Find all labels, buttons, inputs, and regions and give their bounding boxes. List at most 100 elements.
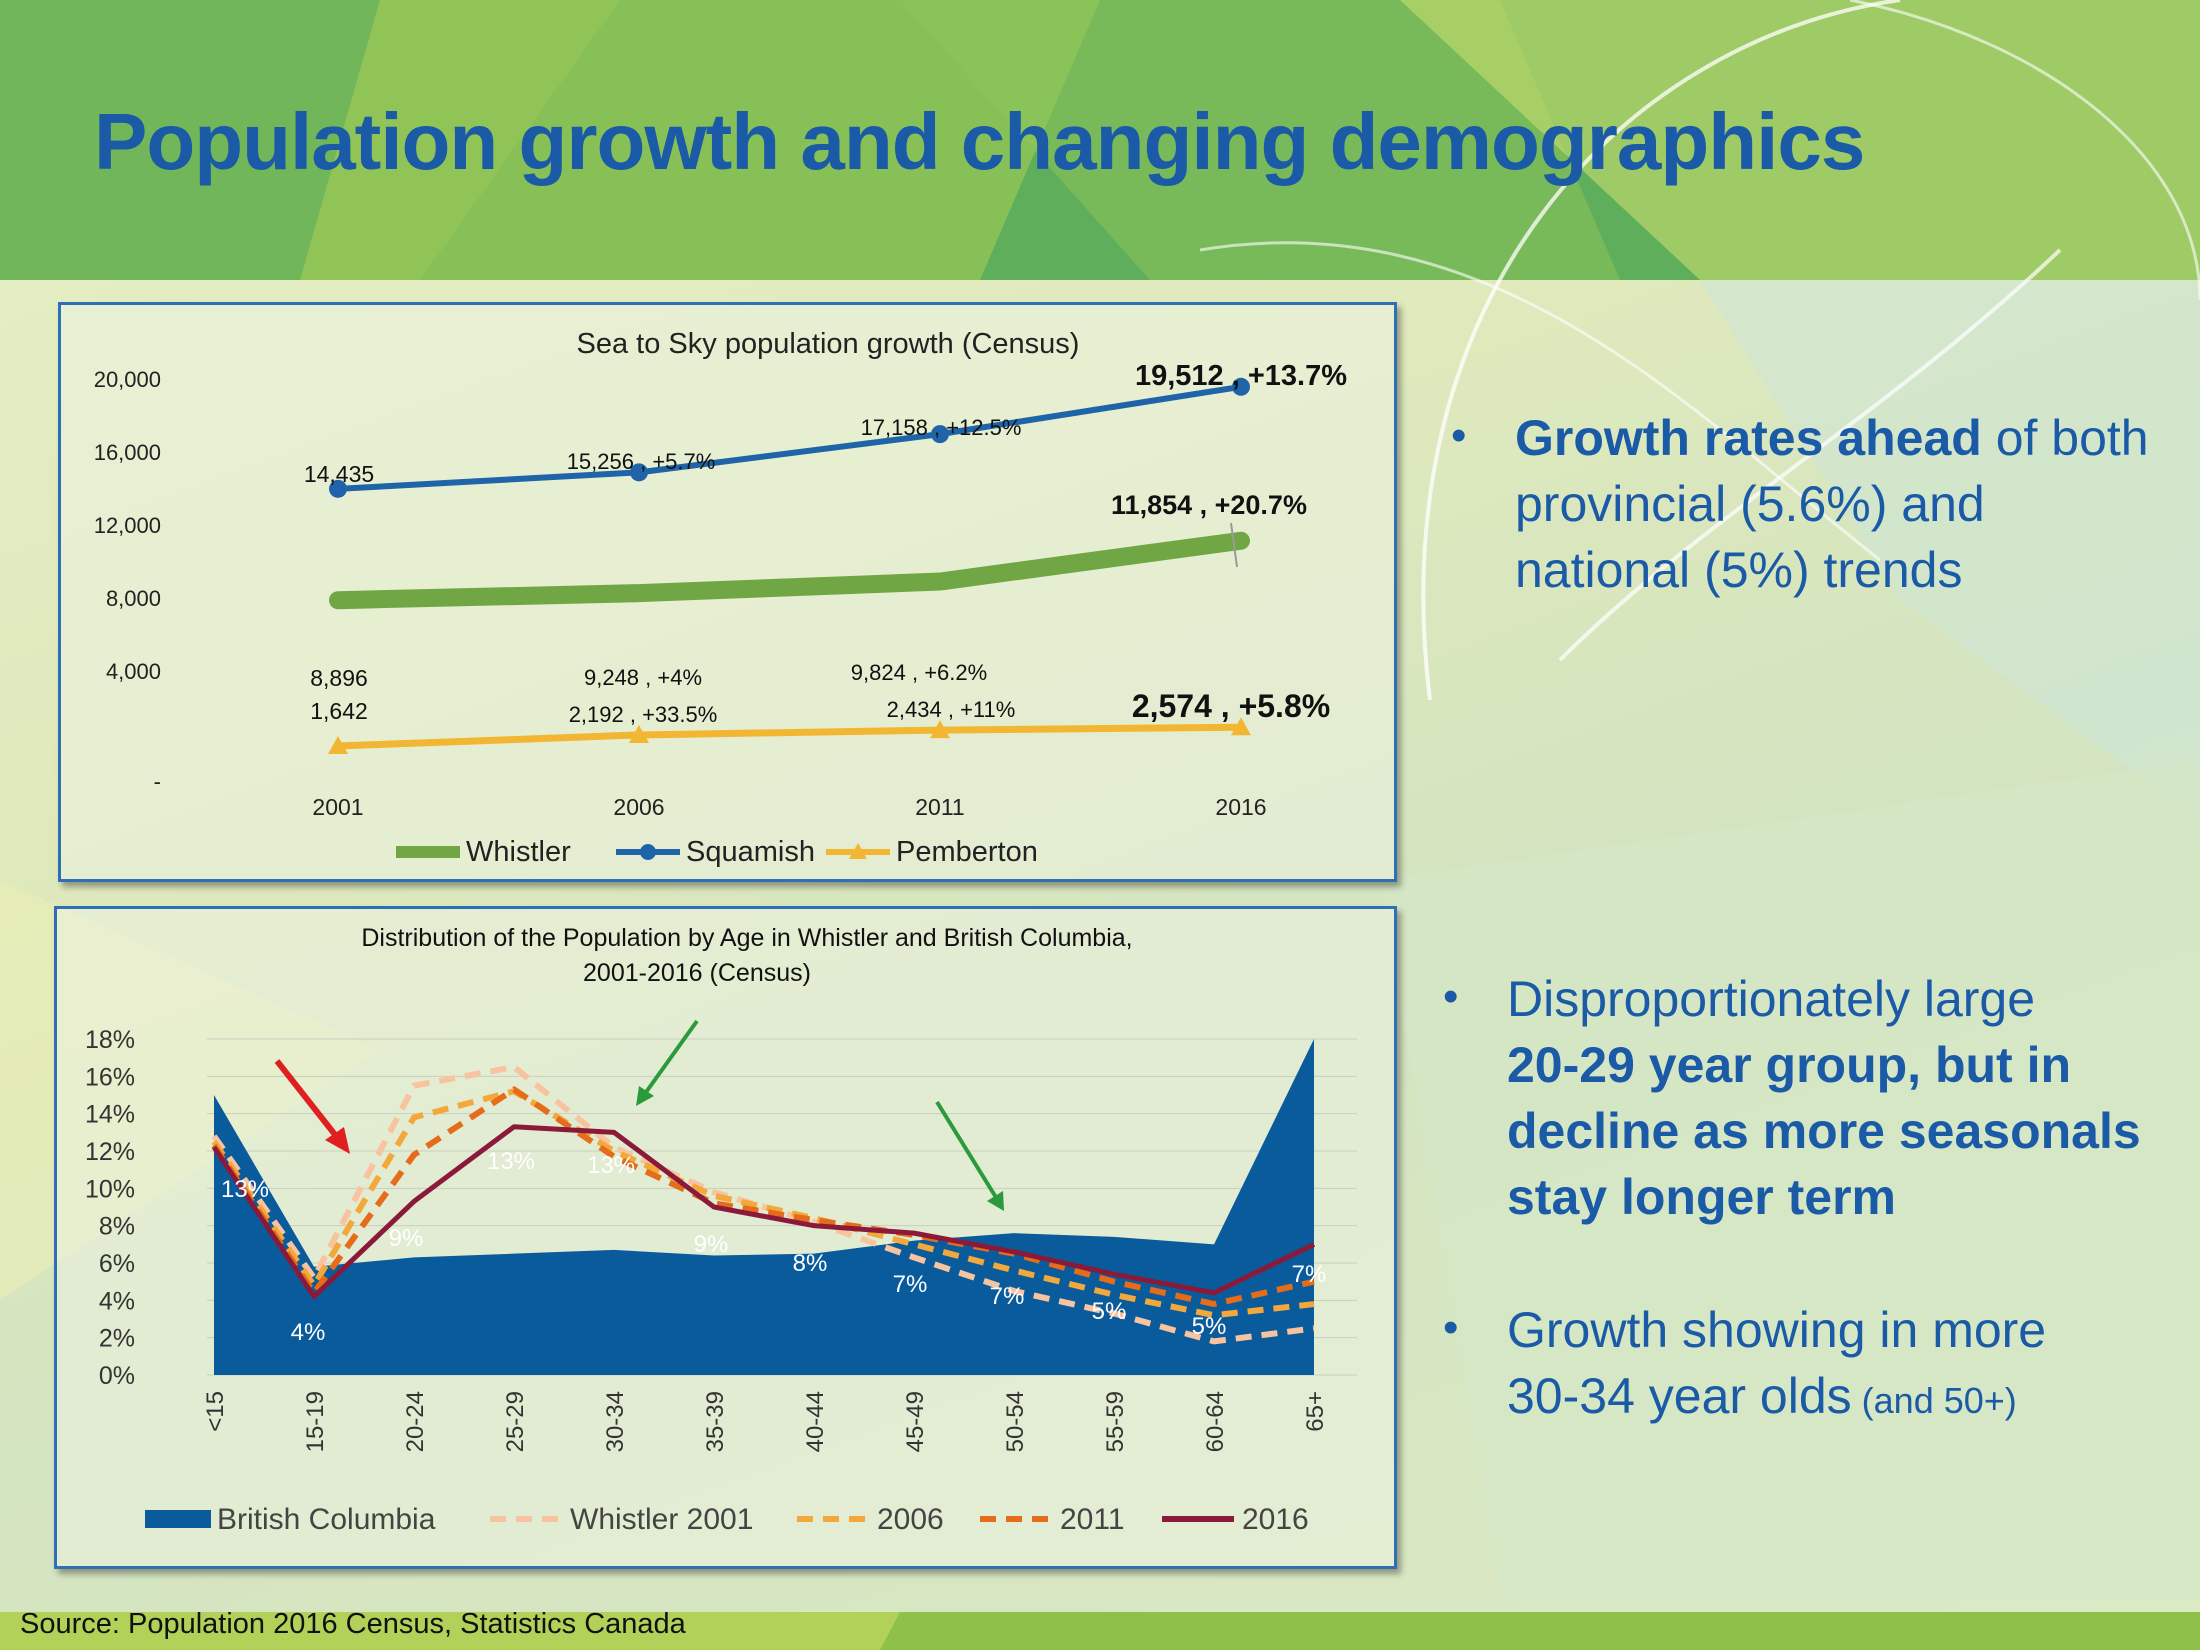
decor-arc (1199, 241, 1881, 562)
x-tick-label: 40-44 (802, 1391, 829, 1452)
data-label: 4% (291, 1319, 326, 1346)
y-tick-label: 4,000 (106, 659, 161, 684)
population-growth-chart: Sea to Sky population growth (Census) 20,… (94, 328, 1348, 868)
x-tick-label: 60-64 (1202, 1391, 1229, 1452)
y-tick-label: 12,000 (94, 513, 161, 538)
pemberton-point (930, 720, 950, 739)
data-label-squamish: 19,512 , +13.7% (1135, 360, 1347, 392)
data-label: 13% (487, 1148, 535, 1175)
data-label: 7% (990, 1283, 1025, 1310)
header-shape (900, 0, 1620, 280)
y-tick-label: 8% (99, 1213, 135, 1241)
bullet-bold-text: Growth rates ahead (1515, 410, 1982, 466)
green-arrow-head-icon (987, 1191, 1004, 1211)
body-shape (1380, 760, 2200, 1600)
data-label-pemberton: 1,642 (310, 698, 368, 724)
x-tick-label: 50-54 (1002, 1391, 1029, 1452)
legend-marker (640, 844, 656, 860)
bullet-line: decline as more seasonals (1507, 1103, 2141, 1159)
data-label-squamish: 17,158 , +12.5% (861, 415, 1022, 440)
y-tick-label: 14% (85, 1101, 135, 1129)
data-label: 7% (893, 1271, 928, 1298)
green-arrow-shaft (935, 1100, 999, 1201)
red-arrow-shaft (274, 1059, 343, 1143)
x-tick-label: 20-24 (402, 1391, 429, 1452)
x-tick-label: 15-19 (302, 1391, 329, 1452)
squamish-point (630, 463, 648, 482)
series-line-pemberton (334, 723, 1245, 750)
pemberton-point (629, 724, 649, 743)
legend-label: Whistler 2001 (570, 1503, 753, 1536)
bullet-line: 30-34 year olds (and 50+) (1507, 1363, 2167, 1434)
y-tick-label: 8,000 (106, 586, 161, 611)
bullet-30-34-growth: • Growth showing in more 30-34 year olds… (1443, 1297, 2167, 1434)
x-tick-label: 45-49 (902, 1391, 929, 1452)
source-note: Source: Population 2016 Census, Statisti… (20, 1608, 686, 1640)
decor-arc (1849, 0, 2200, 301)
data-label: 5% (1092, 1298, 1127, 1325)
y-tick-label: 20,000 (94, 367, 161, 392)
data-label-squamish: 14,435 (304, 461, 374, 487)
pemberton-point (1231, 717, 1251, 736)
y-tick-label: 18% (85, 1026, 135, 1054)
data-label: 9% (389, 1225, 424, 1252)
squamish-point (329, 479, 347, 498)
green-arrow-shaft (642, 1019, 699, 1097)
footer-shape (0, 1612, 900, 1650)
decor-arc (1558, 248, 2062, 662)
data-label-whistler: 9,248 , +4% (584, 665, 702, 690)
series-line-whistler-2001 (211, 1064, 1315, 1345)
series-line-2016 (211, 1124, 1316, 1300)
data-label: 13% (587, 1152, 635, 1179)
bullet-line: Disproportionately large (1507, 971, 2036, 1027)
data-label: 8% (793, 1250, 828, 1277)
bullet-dot-icon: • (1443, 1303, 1459, 1352)
legend-label: 2016 (1242, 1503, 1309, 1536)
data-label: 7% (1292, 1261, 1327, 1288)
header-shape (300, 0, 1100, 280)
y-tick-label: 10% (85, 1175, 135, 1203)
legend-swatch (145, 1510, 211, 1528)
data-label-whistler: 11,854 , +20.7% (1111, 490, 1307, 520)
series-line-squamish (335, 383, 1244, 492)
y-tick-label: - (154, 769, 161, 794)
data-label: 9% (694, 1231, 729, 1258)
legend-label: Squamish (686, 836, 815, 868)
bullet-line-main: 30-34 year olds (1507, 1368, 1852, 1424)
x-tick-label: 30-34 (602, 1391, 629, 1452)
x-tick-label: 55-59 (1102, 1391, 1129, 1452)
x-tick-label: 2016 (1215, 794, 1266, 820)
x-tick-label: 25-29 (502, 1391, 529, 1452)
chart-title: Distribution of the Population by Age in… (361, 924, 1132, 952)
legend-marker (849, 843, 867, 859)
x-tick-label: 35-39 (702, 1391, 729, 1452)
red-arrow-head-icon (325, 1127, 350, 1154)
page-title: Population growth and changing demograph… (94, 97, 1865, 186)
y-tick-label: 4% (99, 1287, 135, 1315)
y-tick-label: 12% (85, 1138, 135, 1166)
data-label: 13% (221, 1176, 269, 1203)
chart-title: Sea to Sky population growth (Census) (577, 328, 1080, 360)
y-tick-label: 16% (85, 1063, 135, 1091)
population-growth-chart-panel: Sea to Sky population growth (Census) 20,… (58, 302, 1397, 882)
bullet-growth-rates: • Growth rates ahead of both provincial … (1451, 405, 2155, 603)
data-label-pemberton: 2,192 , +33.5% (569, 702, 718, 727)
bullet-line: stay longer term (1507, 1169, 1897, 1225)
body-shape (1700, 280, 2200, 820)
bullet-dot-icon: • (1443, 972, 1459, 1021)
bullet-text: of both provincial (5.6%) and national (… (1515, 410, 2149, 598)
area-british-columbia (214, 1039, 1314, 1375)
x-tick-label: 2011 (915, 794, 964, 820)
y-tick-label: 0% (99, 1362, 135, 1390)
green-arrow-head-icon (636, 1086, 654, 1106)
y-tick-label: 2% (99, 1325, 135, 1353)
data-label-whistler: 9,824 , +6.2% (851, 660, 987, 685)
legend-label: Pemberton (896, 836, 1038, 868)
series-line-2006 (211, 1088, 1315, 1319)
bullet-line: Growth showing in more (1507, 1302, 2047, 1358)
age-distribution-chart: Distribution of the Population by Age in… (85, 924, 1357, 1536)
data-label-whistler: 8,896 (310, 665, 368, 691)
decor-arc (1421, 0, 1901, 701)
squamish-point (931, 425, 949, 444)
squamish-point (1232, 377, 1250, 396)
